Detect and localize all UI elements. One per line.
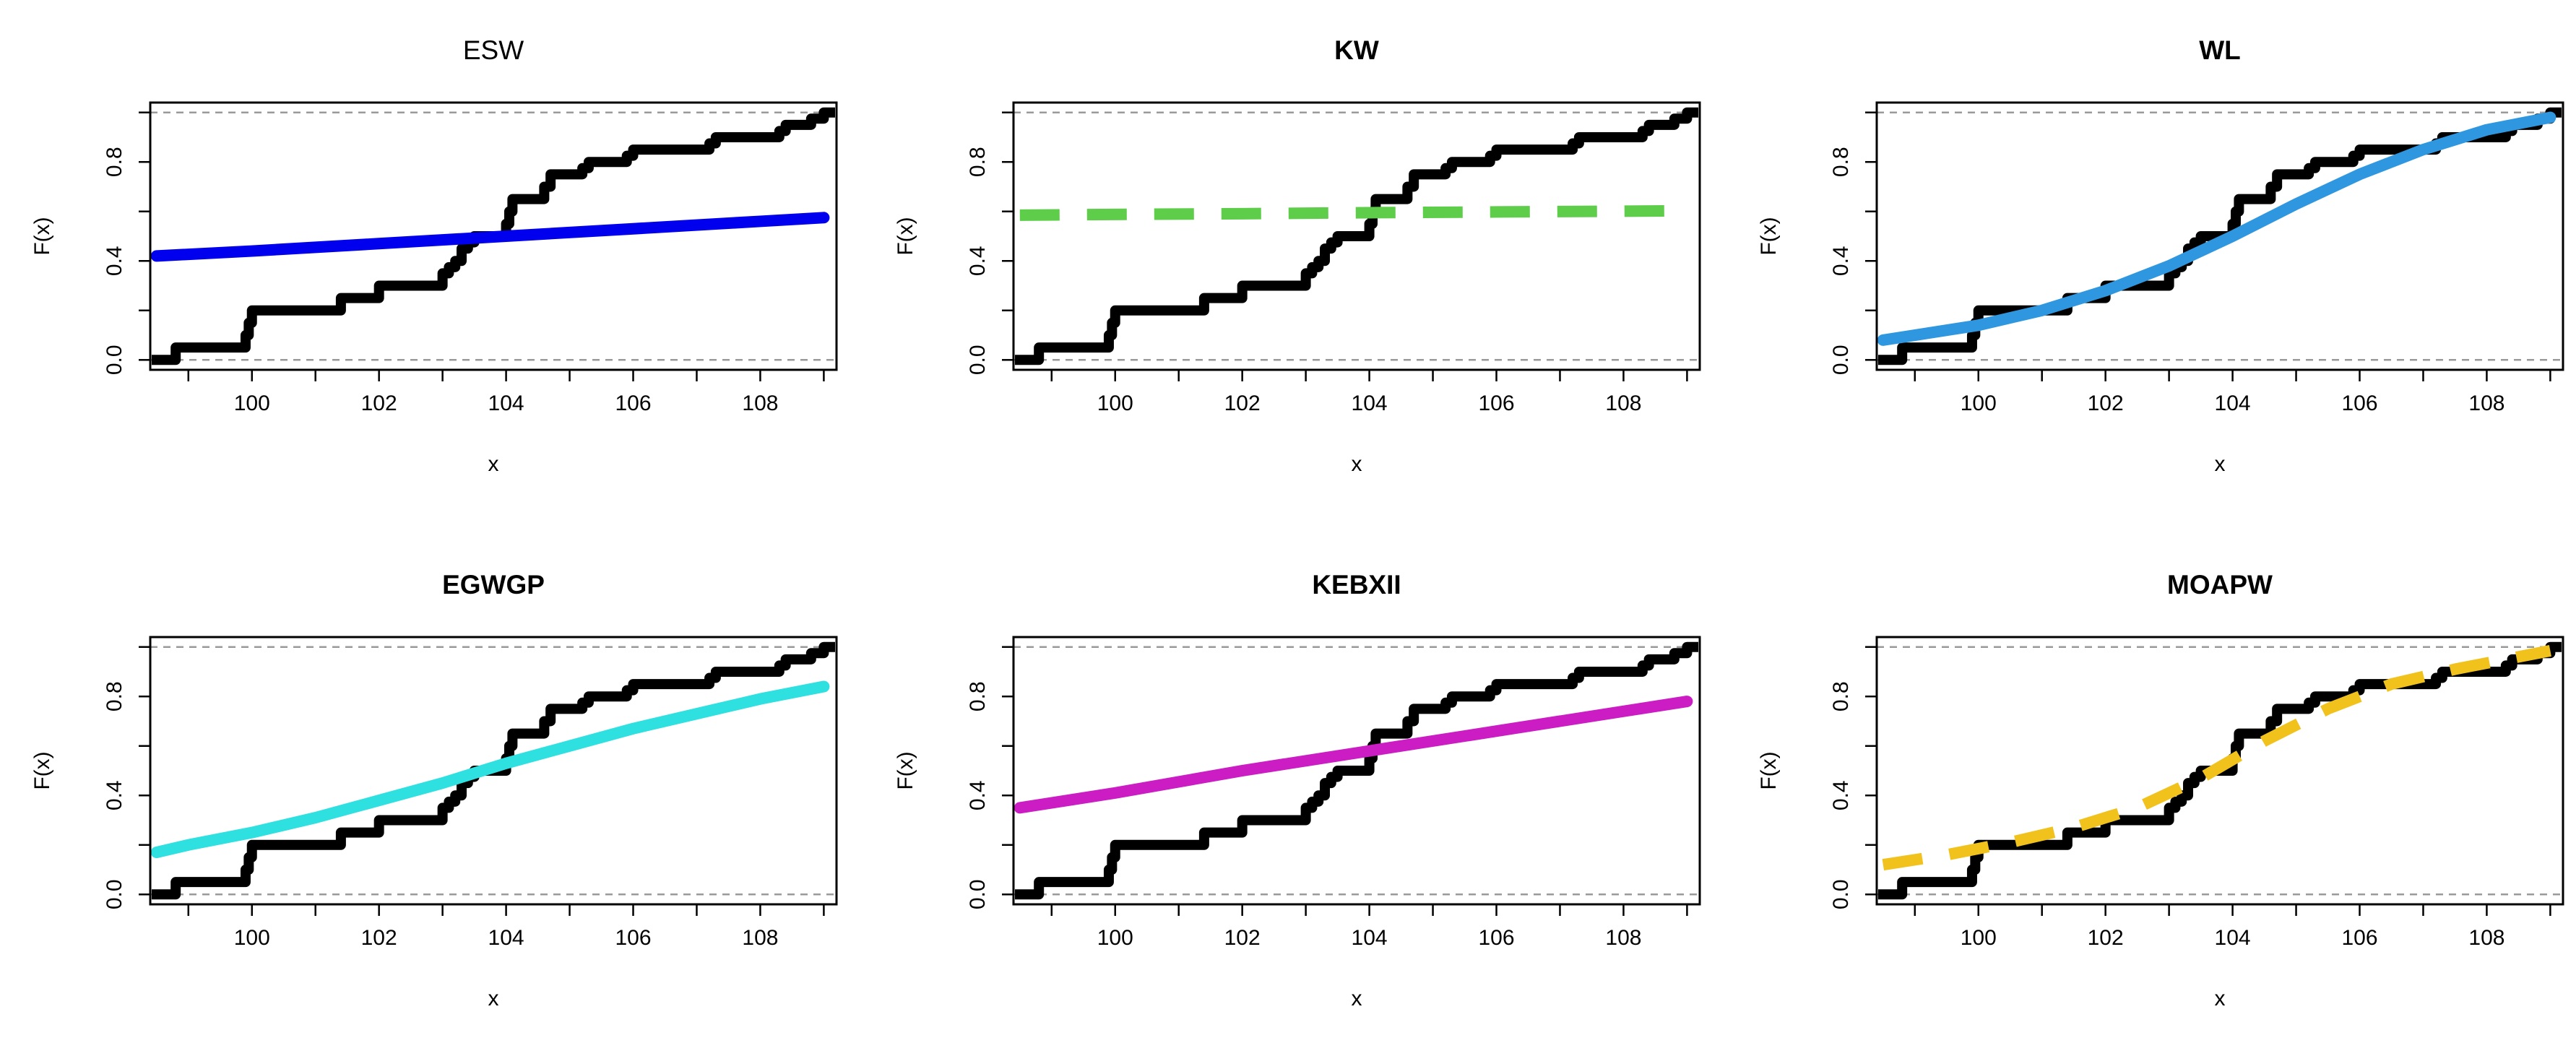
- panel-title: ESW: [463, 35, 524, 65]
- x-tick-label: 106: [1478, 391, 1514, 415]
- series-line-esw: [150, 212, 830, 262]
- x-tick-label: 108: [2468, 391, 2504, 415]
- x-tick-label: 106: [1478, 926, 1514, 950]
- x-tick-label: 104: [1352, 391, 1388, 415]
- plot-frame: [149, 636, 838, 906]
- x-axis-label: x: [488, 987, 499, 1010]
- y-tick-label: 0.0: [1829, 879, 1853, 909]
- ecdf-step-line: [1015, 641, 1698, 900]
- x-tick-label: 100: [1961, 391, 1997, 415]
- y-tick-label: 0.4: [966, 780, 990, 810]
- x-tick-label: 108: [742, 926, 778, 950]
- x-tick-label: 100: [234, 926, 270, 950]
- panel-kw: KW 100 102 104 106 108 0.0 0.4 0.8 x F(x): [894, 35, 1701, 476]
- x-axis-label: x: [1352, 987, 1362, 1010]
- y-tick-label: 0.4: [103, 780, 126, 810]
- plot-frame: [149, 101, 838, 371]
- x-tick-label: 106: [2341, 926, 2377, 950]
- panel-title: WL: [2199, 35, 2241, 65]
- x-tick-label: 108: [742, 391, 778, 415]
- panel-kebxii: KEBXII 100 102 104 106 108 0.0 0.4 0.8 x F(x): [894, 570, 1701, 1010]
- series-line-egwgp: [150, 680, 830, 859]
- x-tick-label: 104: [1352, 926, 1388, 950]
- y-tick-label: 0.8: [1829, 147, 1853, 177]
- x-tick-label: 100: [1097, 391, 1133, 415]
- x-tick-label: 104: [2215, 926, 2251, 950]
- x-axis-label: x: [488, 452, 499, 476]
- x-tick-label: 104: [488, 391, 524, 415]
- x-tick-label: 102: [1224, 391, 1261, 415]
- y-axis-label: F(x): [1757, 751, 1781, 789]
- x-tick-label: 102: [1224, 926, 1261, 950]
- series-line-wl: [1877, 111, 2556, 346]
- panel-title: EGWGP: [442, 570, 545, 600]
- x-tick-label: 108: [1605, 926, 1641, 950]
- panel-title: KEBXII: [1312, 570, 1401, 600]
- y-tick-label: 0.4: [1829, 780, 1853, 810]
- y-tick-label: 0.8: [966, 147, 990, 177]
- panel-wl: WL 100 102 104 106 108 0.0 0.4 0.8 x F(x): [1757, 35, 2564, 476]
- x-tick-label: 106: [615, 391, 651, 415]
- x-tick-label: 104: [488, 926, 524, 950]
- x-axis-label: x: [1352, 452, 1362, 476]
- panel-egwgp: EGWGP 100 102 104 106 108 0.0 0.4 0.8 x F(x): [30, 570, 838, 1010]
- plot-frame: [1012, 101, 1701, 371]
- y-tick-label: 0.8: [1829, 681, 1853, 711]
- y-tick-label: 0.4: [1829, 246, 1853, 276]
- y-axis-label: F(x): [30, 751, 54, 789]
- series-line-kebxii: [1013, 696, 1693, 814]
- y-axis-label: F(x): [894, 751, 917, 789]
- panel-esw: ESW 100 102 104 106 108 0.0 0.4 0.8 x F(x): [30, 35, 838, 476]
- panel-title: KW: [1334, 35, 1379, 65]
- y-tick-label: 0.4: [103, 246, 126, 276]
- ecdf-step-line: [1015, 107, 1698, 365]
- plot-frame: [1875, 101, 2564, 371]
- x-tick-label: 100: [1097, 926, 1133, 950]
- x-tick-label: 106: [2341, 391, 2377, 415]
- y-tick-label: 0.8: [103, 147, 126, 177]
- y-axis-label: F(x): [30, 217, 54, 255]
- y-tick-label: 0.0: [966, 879, 990, 909]
- y-tick-label: 0.8: [966, 681, 990, 711]
- x-tick-label: 100: [1961, 926, 1997, 950]
- y-tick-label: 0.0: [103, 879, 126, 909]
- y-tick-label: 0.4: [966, 246, 990, 276]
- x-axis-label: x: [2215, 987, 2226, 1010]
- y-tick-label: 0.0: [1829, 345, 1853, 375]
- ecdf-step-line: [152, 107, 835, 365]
- x-tick-label: 106: [615, 926, 651, 950]
- y-axis-label: F(x): [1757, 217, 1781, 255]
- y-axis-label: F(x): [894, 217, 917, 255]
- x-tick-label: 102: [2088, 391, 2124, 415]
- plot-frame: [1875, 636, 2564, 906]
- x-tick-label: 100: [234, 391, 270, 415]
- series-line-kw: [1019, 204, 1687, 221]
- panel-title: MOAPW: [2167, 570, 2273, 600]
- y-tick-label: 0.0: [103, 345, 126, 375]
- plot-frame: [1012, 636, 1701, 906]
- x-axis-label: x: [2215, 452, 2226, 476]
- y-tick-label: 0.0: [966, 345, 990, 375]
- panel-moapw: MOAPW 100 102 104 106 108 0.0 0.4 0.8 x F(x): [1757, 570, 2564, 1010]
- series-line-moapw: [1882, 644, 2551, 871]
- x-tick-label: 104: [2215, 391, 2251, 415]
- x-tick-label: 102: [361, 926, 397, 950]
- y-tick-label: 0.8: [103, 681, 126, 711]
- x-tick-label: 108: [2468, 926, 2504, 950]
- x-tick-label: 102: [361, 391, 397, 415]
- x-tick-label: 102: [2088, 926, 2124, 950]
- x-tick-label: 108: [1605, 391, 1641, 415]
